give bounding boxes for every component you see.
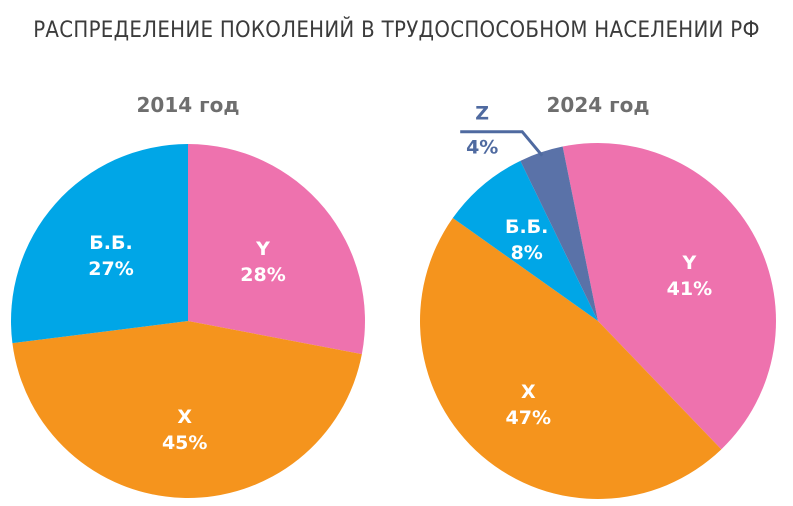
pie-slice-y [562, 143, 776, 450]
slice-name-label: Y [682, 252, 697, 274]
slice-value-label: 28% [240, 264, 285, 286]
chart-title: РАСПРЕДЕЛЕНИЕ ПОКОЛЕНИЙ В ТРУДОСПОСОБНОМ… [33, 18, 760, 43]
slice-value-label: 47% [506, 407, 551, 429]
pie-2014: Y 28% X 45% Б.Б. 27% [11, 144, 365, 498]
slice-value-label: 8% [511, 242, 543, 264]
slice-value-label: 41% [667, 278, 712, 300]
pie-slice-x [420, 218, 722, 499]
pie-title-2024: 2024 год [547, 93, 650, 117]
slice-name-label: X [177, 406, 192, 428]
pie-title-2014: 2014 год [137, 93, 240, 117]
pie-slice-z [520, 146, 598, 321]
pie-slice-x [12, 321, 362, 498]
slice-name-label: X [521, 381, 536, 403]
slice-name-label: Б.Б. [505, 216, 548, 238]
pie-slice-bbbb [452, 160, 598, 321]
pie-slice-y [188, 144, 365, 355]
slice-name-label: Y [255, 238, 270, 260]
slice-value-label: 45% [162, 432, 207, 454]
slice-name-label: Z [475, 103, 489, 125]
slice-value-label: 4% [466, 137, 498, 159]
pie-slice-bbbb [11, 144, 188, 344]
slice-value-label: 27% [88, 258, 133, 280]
callout-leader-line [460, 130, 544, 157]
pie-2024: Y 41% X 47% Б.Б. 8% Z 4% [420, 103, 776, 499]
slice-name-label: Б.Б. [89, 232, 132, 254]
